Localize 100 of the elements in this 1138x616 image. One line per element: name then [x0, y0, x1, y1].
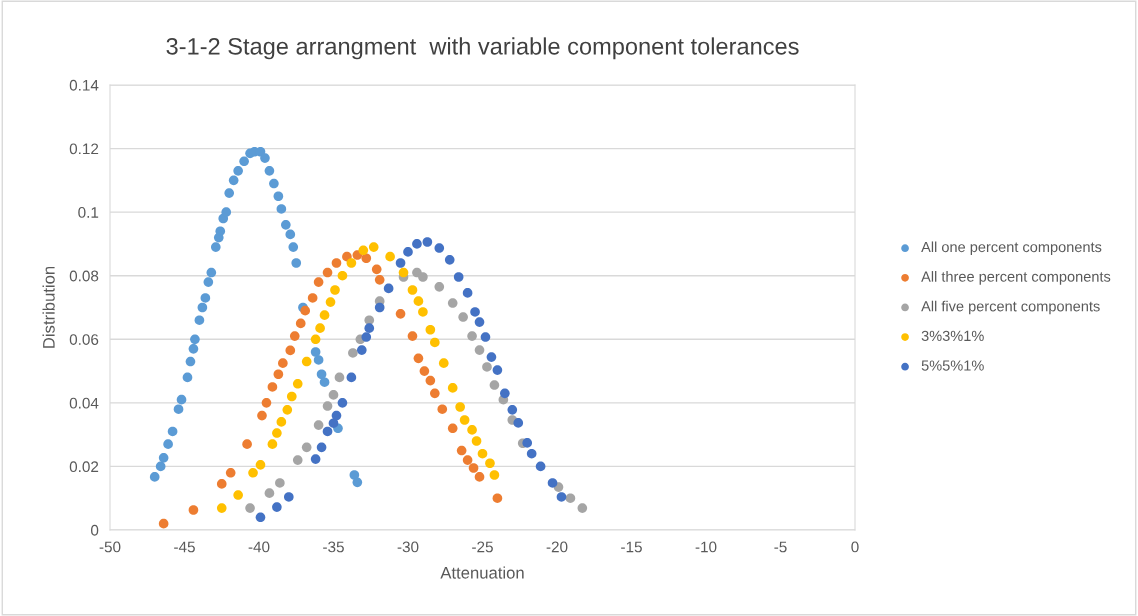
point — [474, 345, 485, 355]
point — [301, 356, 312, 367]
point — [286, 391, 297, 402]
point — [273, 369, 284, 380]
point — [203, 277, 214, 287]
point — [313, 355, 324, 365]
point — [292, 455, 303, 465]
point — [188, 505, 199, 515]
point — [422, 237, 433, 247]
point — [507, 405, 518, 415]
point — [334, 372, 345, 383]
point — [418, 307, 428, 317]
point — [459, 415, 470, 425]
point — [535, 461, 546, 472]
point — [185, 356, 196, 367]
point — [492, 365, 503, 375]
point — [526, 448, 537, 459]
point — [260, 153, 270, 163]
point — [272, 428, 282, 438]
point — [322, 401, 333, 411]
point — [368, 242, 379, 252]
point — [458, 312, 468, 322]
point — [276, 417, 287, 427]
point — [281, 220, 291, 230]
point — [462, 455, 473, 465]
point — [210, 242, 221, 252]
y-tick-label: 0.12 — [69, 143, 99, 155]
point — [315, 323, 325, 333]
point — [313, 277, 324, 287]
point — [471, 436, 482, 446]
point — [395, 309, 406, 319]
point — [346, 372, 357, 383]
point — [522, 438, 533, 448]
point — [328, 418, 339, 429]
point — [374, 302, 385, 313]
point — [425, 375, 436, 386]
point — [346, 258, 357, 268]
point — [285, 229, 296, 240]
point — [444, 255, 455, 265]
point — [348, 348, 358, 358]
point — [264, 488, 275, 498]
y-tick-label: 0.1 — [78, 207, 99, 218]
point — [456, 445, 467, 456]
point — [470, 307, 480, 317]
y-tick-label: 0 — [90, 524, 99, 536]
point — [482, 362, 492, 372]
x-tick-label: 0 — [851, 541, 859, 553]
point — [480, 332, 491, 342]
point — [310, 454, 321, 464]
x-tick-label: -45 — [174, 541, 195, 553]
point — [357, 345, 367, 355]
point — [261, 398, 272, 408]
point — [577, 503, 588, 513]
point — [331, 258, 342, 268]
point — [489, 380, 500, 390]
point — [385, 251, 395, 262]
point — [413, 353, 424, 364]
point — [361, 332, 372, 342]
point — [221, 207, 232, 217]
point — [489, 470, 500, 480]
point — [289, 331, 300, 341]
y-tick-label: 0.14 — [69, 79, 99, 91]
point — [413, 296, 424, 306]
point — [316, 369, 327, 380]
point — [194, 315, 205, 326]
point — [319, 377, 330, 388]
point — [447, 383, 458, 393]
point — [407, 331, 418, 341]
point — [291, 258, 302, 268]
point — [269, 178, 279, 189]
point — [485, 458, 495, 469]
x-tick-label: -35 — [323, 541, 344, 553]
point — [349, 470, 360, 480]
point — [255, 460, 266, 470]
point — [233, 490, 243, 500]
point — [255, 512, 266, 523]
point — [513, 418, 524, 428]
point — [337, 270, 348, 281]
point — [216, 479, 227, 489]
point — [301, 442, 312, 453]
point — [325, 297, 336, 307]
point — [276, 204, 287, 214]
point — [225, 467, 236, 478]
point — [447, 423, 458, 434]
point — [322, 267, 333, 278]
point — [328, 390, 339, 400]
point — [149, 472, 160, 482]
point — [316, 442, 327, 453]
x-tick-label: -15 — [621, 541, 642, 553]
point — [437, 404, 448, 415]
point — [398, 267, 409, 278]
point — [216, 503, 227, 513]
point — [500, 388, 510, 399]
point — [455, 402, 465, 412]
point — [264, 166, 275, 176]
point — [434, 243, 445, 253]
point — [468, 463, 479, 473]
point — [556, 492, 567, 502]
point — [248, 467, 258, 478]
point — [374, 275, 385, 285]
